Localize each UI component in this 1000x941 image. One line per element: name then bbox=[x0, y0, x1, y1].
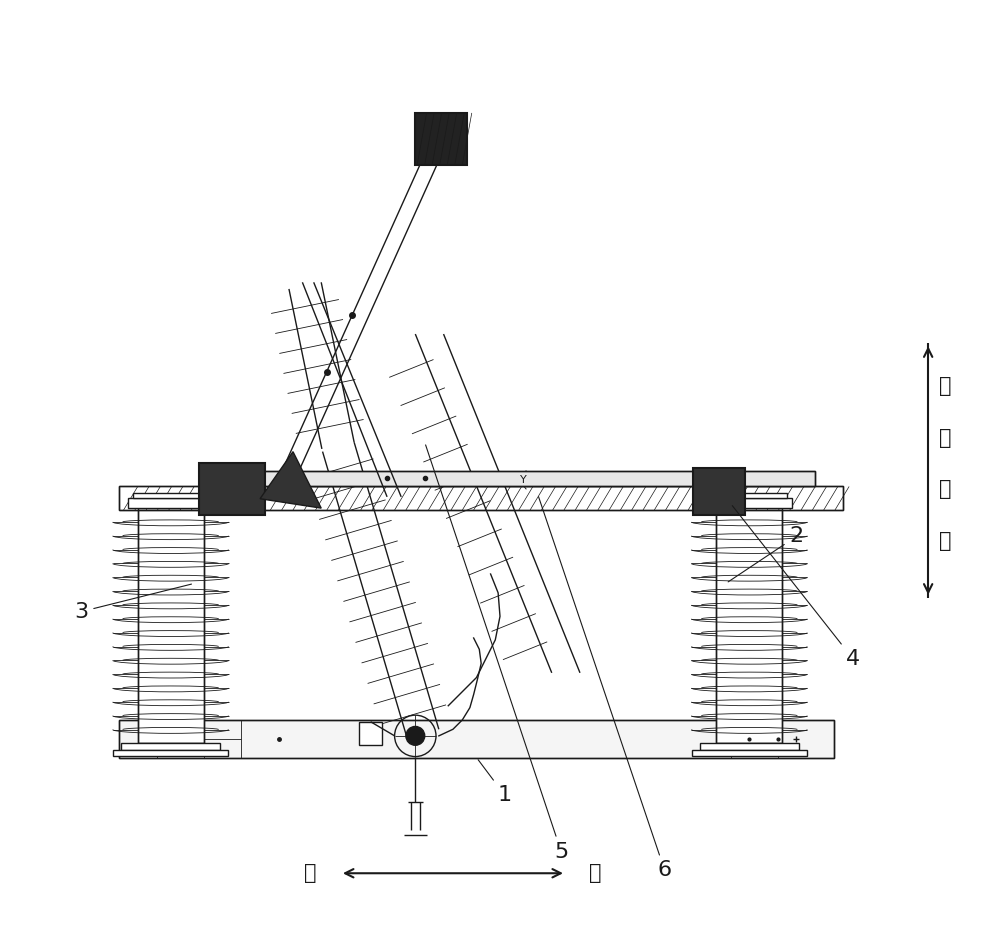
Bar bbox=[128, 499, 213, 508]
Text: 4: 4 bbox=[732, 505, 860, 669]
Bar bbox=[260, 470, 815, 486]
Text: 向: 向 bbox=[939, 531, 951, 551]
Bar bbox=[121, 743, 220, 750]
Bar bbox=[119, 486, 843, 510]
Bar bbox=[133, 493, 209, 499]
Bar bbox=[119, 720, 834, 758]
Bar bbox=[113, 750, 228, 756]
Bar bbox=[138, 508, 204, 743]
Text: 方: 方 bbox=[939, 479, 951, 500]
Bar bbox=[359, 722, 382, 745]
Text: 2: 2 bbox=[728, 526, 803, 582]
Bar bbox=[700, 743, 799, 750]
Circle shape bbox=[406, 726, 425, 745]
Text: 3: 3 bbox=[74, 584, 191, 622]
Bar bbox=[260, 470, 815, 486]
Bar bbox=[716, 508, 782, 743]
Text: 1: 1 bbox=[478, 759, 512, 805]
Bar bbox=[199, 463, 265, 515]
Text: Y: Y bbox=[520, 475, 527, 485]
Bar bbox=[119, 486, 843, 510]
Bar bbox=[693, 468, 745, 515]
Text: 右: 右 bbox=[589, 863, 602, 884]
Bar bbox=[716, 508, 782, 743]
Text: 6: 6 bbox=[539, 497, 672, 881]
Bar bbox=[415, 113, 467, 165]
Bar bbox=[138, 508, 204, 743]
Bar bbox=[711, 493, 787, 499]
Bar bbox=[119, 720, 834, 758]
Bar bbox=[692, 750, 807, 756]
Text: 5: 5 bbox=[426, 445, 568, 862]
Polygon shape bbox=[260, 452, 321, 508]
Text: 竖: 竖 bbox=[939, 375, 951, 396]
Text: 左: 左 bbox=[304, 863, 317, 884]
Bar bbox=[707, 499, 792, 508]
Text: 直: 直 bbox=[939, 427, 951, 448]
